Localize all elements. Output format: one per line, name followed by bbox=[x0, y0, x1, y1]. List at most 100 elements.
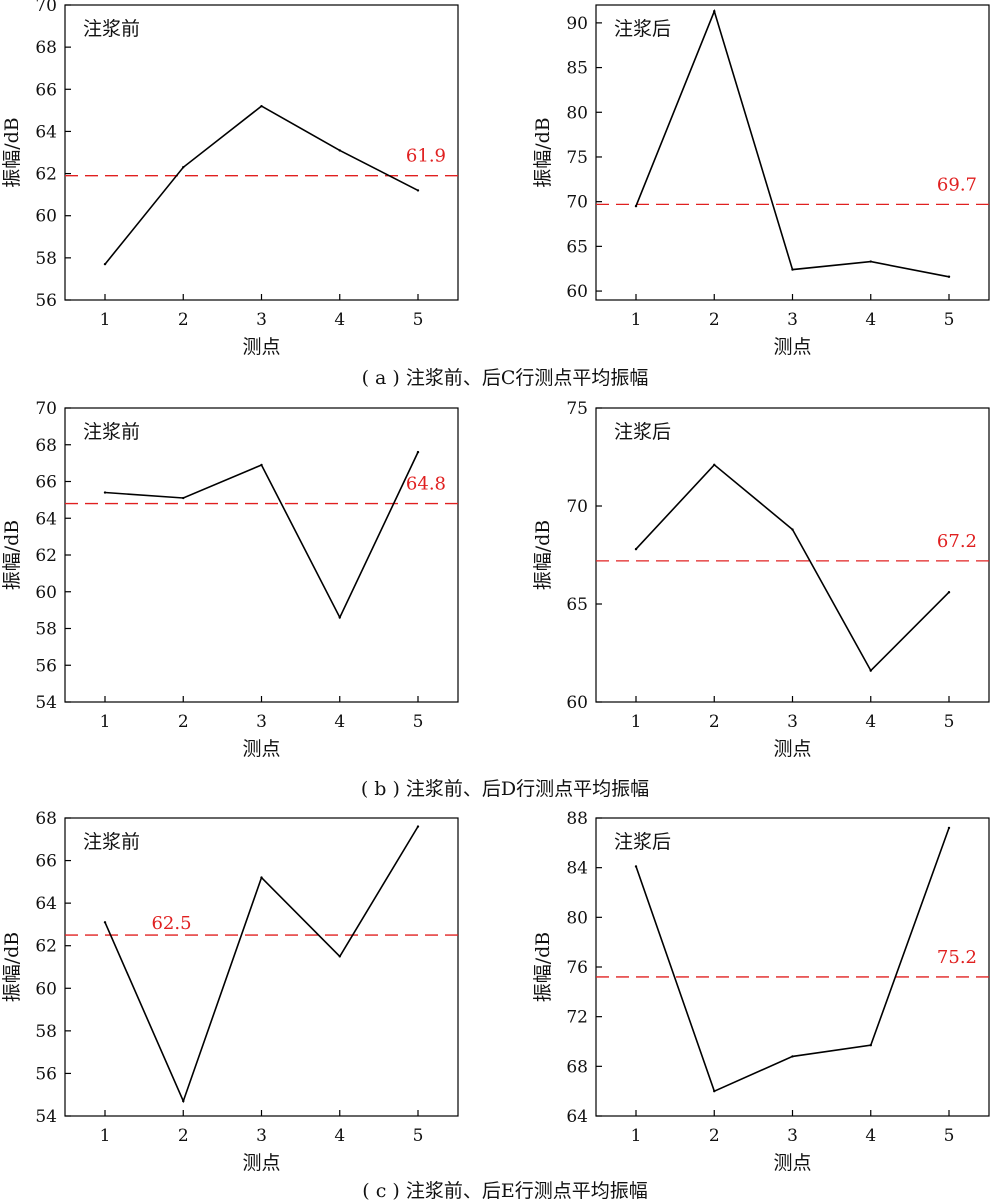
y-tick-label: 68 bbox=[35, 38, 57, 58]
y-tick-label: 65 bbox=[566, 237, 588, 257]
data-point bbox=[103, 921, 107, 924]
panel-title: 注浆后 bbox=[614, 831, 671, 853]
y-tick-label: 70 bbox=[566, 497, 588, 517]
y-tick-label: 62 bbox=[35, 165, 57, 185]
y-tick-label: 66 bbox=[35, 80, 57, 100]
mean-label: 61.9 bbox=[406, 146, 446, 167]
chart-c-before: 56 58 60 62 64 66 68 70 1 2 3 4 5 测点 振幅/dB 注浆前 61.9 bbox=[1, 0, 459, 358]
y-axis-label: 振幅/dB bbox=[1, 932, 23, 1003]
x-axis-label: 测点 bbox=[242, 336, 280, 358]
x-tick-label: 2 bbox=[178, 310, 189, 330]
y-tick-label: 75 bbox=[566, 148, 588, 168]
x-axis-label: 测点 bbox=[242, 1152, 280, 1174]
data-point bbox=[791, 268, 794, 271]
data-point bbox=[713, 463, 716, 467]
y-axis-label: 振幅/dB bbox=[1, 117, 23, 188]
panel-title: 注浆后 bbox=[614, 421, 671, 443]
y-tick-label: 56 bbox=[35, 291, 57, 311]
caption-c: ( c ) 注浆前、后E行测点平均振幅 bbox=[362, 1180, 647, 1202]
y-tick-label: 70 bbox=[566, 193, 588, 213]
data-point bbox=[416, 189, 420, 192]
y-tick-label: 80 bbox=[566, 103, 588, 123]
data-point bbox=[713, 10, 716, 13]
x-tick-label: 2 bbox=[709, 1126, 720, 1146]
data-point bbox=[260, 463, 263, 467]
x-tick-label: 3 bbox=[256, 310, 267, 330]
mean-label: 62.5 bbox=[151, 913, 191, 934]
x-tick-label: 3 bbox=[787, 1126, 798, 1146]
y-tick-label: 70 bbox=[35, 399, 57, 419]
x-tick-label: 5 bbox=[413, 310, 424, 330]
y-axis-label: 振幅/dB bbox=[532, 520, 554, 591]
y-tick-label: 54 bbox=[35, 693, 57, 713]
data-point bbox=[634, 204, 638, 208]
chart-c-after: 60 65 70 75 80 85 90 1 2 3 4 5 测点 振幅/dB 注浆后 69.7 bbox=[532, 4, 990, 358]
data-point bbox=[260, 104, 263, 108]
y-tick-label: 85 bbox=[566, 59, 588, 79]
series-line bbox=[635, 827, 950, 1093]
y-tick-label: 54 bbox=[35, 1107, 57, 1127]
y-tick-label: 64 bbox=[35, 509, 57, 529]
captions-layer: ( a ) 注浆前、后C行测点平均振幅 ( b ) 注浆前、后D行测点平均振幅 … bbox=[361, 367, 649, 1202]
data-point bbox=[338, 149, 341, 152]
x-axis-label: 测点 bbox=[773, 1152, 811, 1174]
data-point bbox=[338, 955, 341, 958]
data-point bbox=[103, 262, 107, 266]
x-tick-label: 4 bbox=[865, 310, 876, 330]
x-tick-label: 2 bbox=[709, 712, 720, 732]
x-tick-label: 2 bbox=[709, 310, 720, 330]
y-tick-label: 90 bbox=[566, 14, 588, 34]
data-point bbox=[791, 1055, 794, 1058]
x-axis-label: 测点 bbox=[242, 738, 280, 760]
y-tick-label: 58 bbox=[35, 620, 57, 640]
x-tick-label: 3 bbox=[787, 310, 798, 330]
plot-frame bbox=[595, 4, 990, 301]
y-tick-label: 68 bbox=[35, 436, 57, 456]
data-point bbox=[103, 491, 107, 494]
y-tick-label: 68 bbox=[566, 1057, 588, 1077]
mean-label: 67.2 bbox=[937, 531, 977, 552]
x-axis-label: 测点 bbox=[773, 336, 811, 358]
x-tick-label: 4 bbox=[334, 1126, 345, 1146]
y-tick-label: 60 bbox=[35, 583, 57, 603]
plot-frame bbox=[595, 817, 990, 1117]
data-point bbox=[260, 876, 263, 879]
mean-label: 69.7 bbox=[937, 174, 977, 195]
y-tick-label: 56 bbox=[35, 1064, 57, 1084]
x-tick-label: 1 bbox=[100, 712, 111, 732]
y-tick-label: 60 bbox=[566, 693, 588, 713]
mean-label: 75.2 bbox=[937, 947, 977, 968]
y-tick-label: 58 bbox=[35, 249, 57, 269]
data-point bbox=[869, 1044, 872, 1047]
x-tick-label: 4 bbox=[865, 1126, 876, 1146]
x-tick-label: 3 bbox=[256, 712, 267, 732]
data-point bbox=[416, 825, 420, 828]
y-tick-label: 70 bbox=[35, 0, 57, 16]
y-tick-label: 60 bbox=[35, 207, 57, 227]
y-tick-label: 64 bbox=[35, 894, 57, 914]
y-tick-label: 60 bbox=[566, 282, 588, 302]
x-tick-label: 1 bbox=[631, 310, 642, 330]
plot-frame bbox=[64, 407, 459, 703]
series-line bbox=[104, 826, 419, 1104]
y-tick-label: 60 bbox=[35, 979, 57, 999]
panel-title: 注浆前 bbox=[83, 18, 140, 40]
y-tick-label: 64 bbox=[566, 1107, 588, 1127]
x-tick-label: 5 bbox=[944, 310, 955, 330]
data-point bbox=[182, 166, 185, 169]
x-tick-label: 5 bbox=[413, 1126, 424, 1146]
y-tick-label: 62 bbox=[35, 546, 57, 566]
x-tick-label: 2 bbox=[178, 1126, 189, 1146]
caption-a: ( a ) 注浆前、后C行测点平均振幅 bbox=[362, 367, 649, 389]
panel-title: 注浆后 bbox=[614, 18, 671, 40]
mean-label: 64.8 bbox=[406, 474, 446, 495]
y-tick-label: 62 bbox=[35, 937, 57, 957]
data-point bbox=[947, 275, 951, 278]
y-tick-label: 64 bbox=[35, 122, 57, 142]
x-axis-label: 测点 bbox=[773, 738, 811, 760]
y-axis-label: 振幅/dB bbox=[532, 117, 554, 188]
y-tick-label: 80 bbox=[566, 908, 588, 928]
x-tick-label: 5 bbox=[944, 1126, 955, 1146]
